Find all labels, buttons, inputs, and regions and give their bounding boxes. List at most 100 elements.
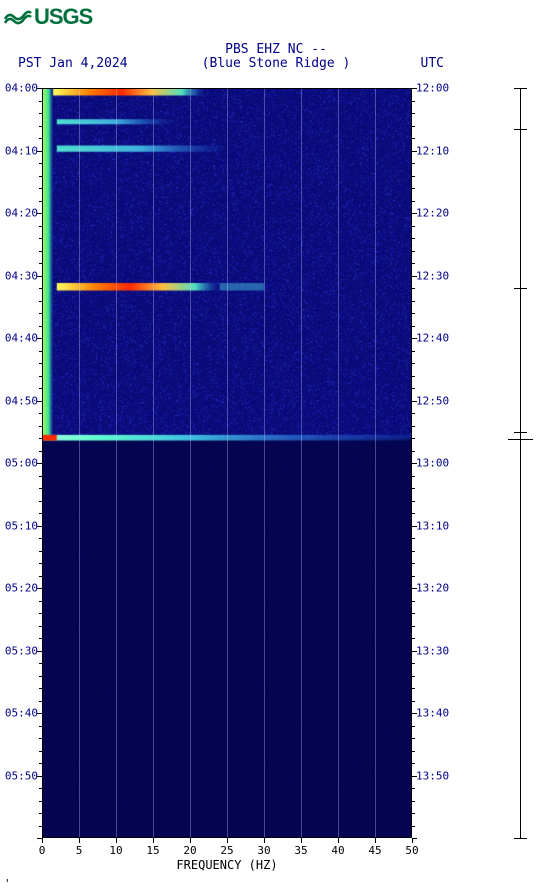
tick-mark-minor <box>412 538 415 539</box>
wave-icon <box>4 4 32 30</box>
x-tick-mark <box>264 838 265 843</box>
chart-title: PBS EHZ NC -- <box>0 42 552 57</box>
tick-mark-minor <box>39 363 42 364</box>
gridline <box>375 88 376 838</box>
tick-mark-minor <box>412 601 415 602</box>
y-right-label: 13:50 <box>416 769 449 782</box>
y-left-label: 05:10 <box>5 519 38 532</box>
tick-mark-minor <box>39 513 42 514</box>
tick-mark-minor <box>39 788 42 789</box>
tick-mark-minor <box>412 101 415 102</box>
x-tick-mark <box>116 838 117 843</box>
date-label: PST Jan 4,2024 <box>18 56 128 71</box>
y-right-label: 13:40 <box>416 707 449 720</box>
tick-mark-minor <box>412 451 415 452</box>
y-left-label: 05:40 <box>5 707 38 720</box>
y-right-label: 13:30 <box>416 644 449 657</box>
y-right-label: 13:10 <box>416 519 449 532</box>
y-left-label: 04:50 <box>5 394 38 407</box>
y-right-label: 12:10 <box>416 144 449 157</box>
tick-mark-minor <box>412 701 415 702</box>
tick-mark-minor <box>412 751 415 752</box>
logo-text: USGS <box>34 4 92 30</box>
tick-mark-minor <box>39 188 42 189</box>
tick-mark-minor <box>39 801 42 802</box>
tick-mark-minor <box>39 263 42 264</box>
tick-mark-minor <box>39 451 42 452</box>
tick-mark-minor <box>412 238 415 239</box>
y-right-label: 12:20 <box>416 207 449 220</box>
tick-mark-minor <box>412 501 415 502</box>
tick-mark-minor <box>412 351 415 352</box>
x-axis-label: FREQUENCY (HZ) <box>42 858 412 872</box>
tick-mark-minor <box>39 163 42 164</box>
x-tick-label: 40 <box>331 844 344 857</box>
tick-mark-minor <box>412 113 415 114</box>
tick-mark-minor <box>39 326 42 327</box>
tick-mark-minor <box>412 413 415 414</box>
event-axis <box>506 88 536 838</box>
tick-mark-minor <box>39 763 42 764</box>
gridline <box>190 88 191 838</box>
tick-mark-minor <box>412 788 415 789</box>
event-tick <box>514 838 527 839</box>
tick-mark-minor <box>39 813 42 814</box>
tick-mark-minor <box>39 563 42 564</box>
tick-mark-minor <box>412 826 415 827</box>
tick-mark-minor <box>39 688 42 689</box>
gridline <box>116 88 117 838</box>
tick-mark-minor <box>39 751 42 752</box>
event-tick <box>514 88 527 89</box>
tick-mark-minor <box>412 388 415 389</box>
tick-mark-minor <box>412 488 415 489</box>
tick-mark-minor <box>39 288 42 289</box>
tick-mark-minor <box>412 801 415 802</box>
tick-mark-minor <box>39 538 42 539</box>
tick-mark-minor <box>412 176 415 177</box>
x-tick-mark <box>153 838 154 843</box>
tick-mark-minor <box>39 501 42 502</box>
footer-mark: ' <box>4 877 11 890</box>
tick-mark-minor <box>412 663 415 664</box>
y-axis-left: 04:0004:1004:2004:3004:4004:5005:0005:10… <box>0 88 42 838</box>
utc-label: UTC <box>421 56 444 71</box>
tick-mark-minor <box>412 513 415 514</box>
tick-mark-minor <box>412 376 415 377</box>
y-right-label: 13:20 <box>416 582 449 595</box>
tick-mark-minor <box>412 551 415 552</box>
tick-mark-minor <box>412 263 415 264</box>
spectrogram-plot <box>42 88 412 838</box>
tick-mark-minor <box>39 413 42 414</box>
x-tick-label: 30 <box>257 844 270 857</box>
plot-border-top <box>42 88 412 89</box>
tick-mark-minor <box>39 313 42 314</box>
tick-mark-minor <box>39 726 42 727</box>
usgs-logo: USGS <box>4 4 92 30</box>
event-tick-long <box>508 439 533 440</box>
x-tick-label: 10 <box>109 844 122 857</box>
y-left-label: 04:30 <box>5 269 38 282</box>
tick-mark-minor <box>39 251 42 252</box>
tick-mark-minor <box>39 613 42 614</box>
gridline <box>264 88 265 838</box>
tick-mark-minor <box>412 676 415 677</box>
tick-mark-minor <box>412 201 415 202</box>
x-tick-label: 45 <box>368 844 381 857</box>
tick-mark-minor <box>412 726 415 727</box>
event-axis-line <box>520 88 521 838</box>
tick-mark-minor <box>412 301 415 302</box>
tick-mark-minor <box>412 638 415 639</box>
tick-mark-minor <box>39 663 42 664</box>
tick-mark-minor <box>39 176 42 177</box>
x-tick-mark <box>227 838 228 843</box>
tick-mark-minor <box>412 763 415 764</box>
y-left-label: 04:10 <box>5 144 38 157</box>
y-left-label: 04:20 <box>5 207 38 220</box>
x-tick-mark <box>412 838 413 843</box>
y-right-label: 13:00 <box>416 457 449 470</box>
tick-mark-minor <box>412 326 415 327</box>
x-tick-label: 0 <box>39 844 46 857</box>
gridline <box>301 88 302 838</box>
tick-mark-minor <box>412 126 415 127</box>
y-right-label: 12:30 <box>416 269 449 282</box>
